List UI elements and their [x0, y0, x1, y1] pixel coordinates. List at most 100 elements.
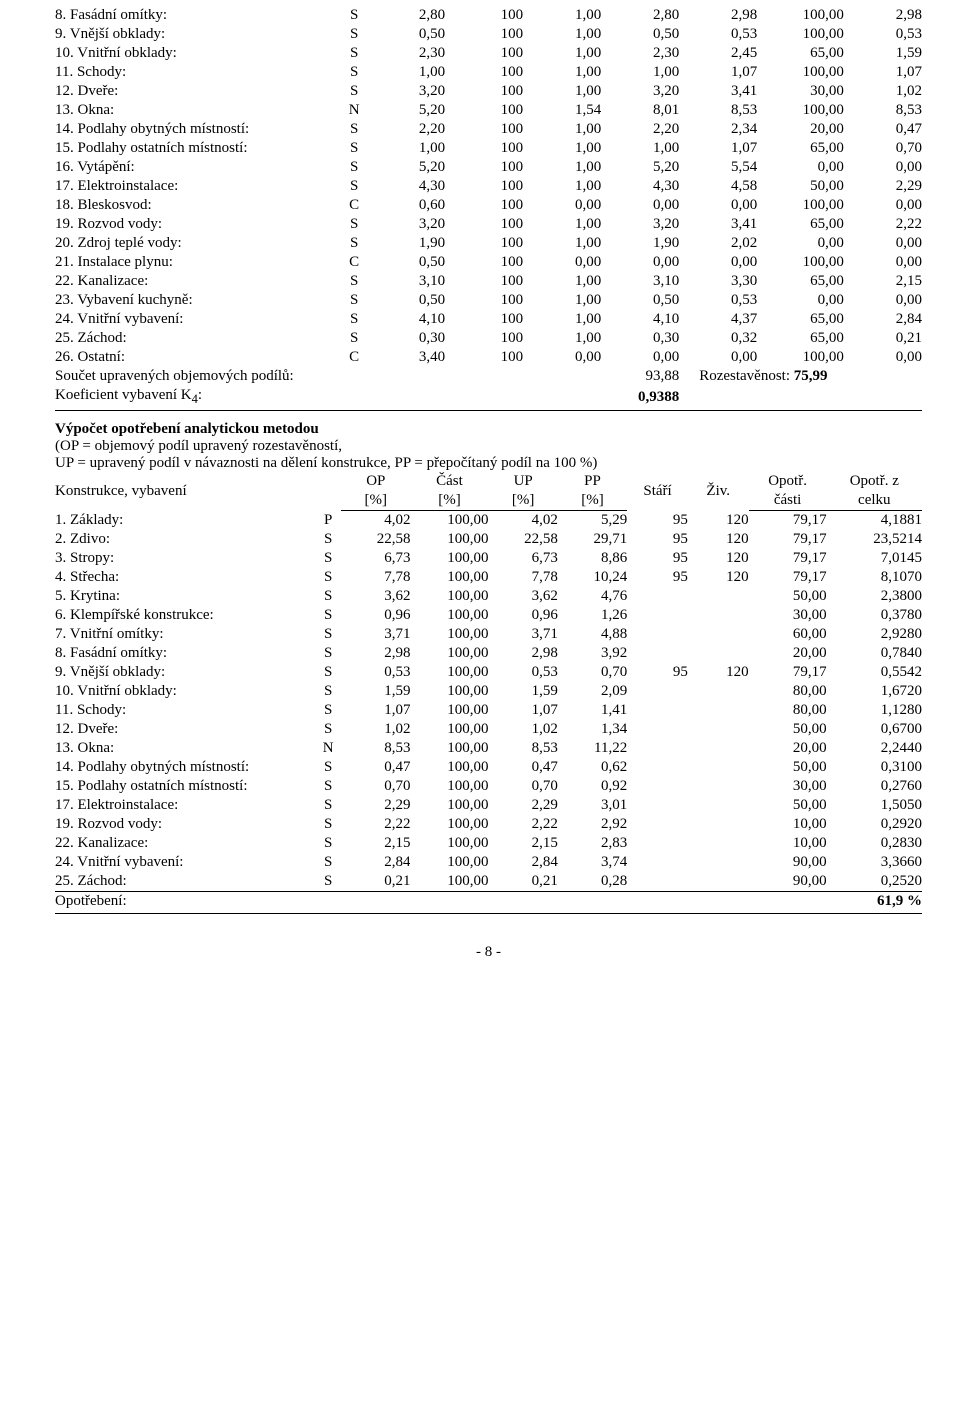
table-cell: 100,00: [757, 25, 844, 44]
table-cell: [627, 853, 688, 872]
table-row: 24. Vnitřní vybavení:S2,84100,002,843,74…: [55, 853, 922, 872]
table-cell: 9. Vnější obklady:: [55, 25, 341, 44]
table-cell: 24. Vnitřní vybavení:: [55, 310, 341, 329]
table-cell: 0,5542: [827, 663, 922, 682]
table-cell: [688, 720, 749, 739]
table-row: 12. Dveře:S1,02100,001,021,3450,000,6700: [55, 720, 922, 739]
table-cell: 0,00: [679, 348, 757, 367]
table-cell: 3,41: [679, 215, 757, 234]
table-cell: 1,02: [341, 720, 410, 739]
table-cell: 2,30: [601, 44, 679, 63]
table-row: 13. Okna:N8,53100,008,5311,2220,002,2440: [55, 739, 922, 758]
table-cell: 90,00: [749, 872, 827, 892]
table-cell: 3,74: [558, 853, 627, 872]
table-row: 8. Fasádní omítky:S2,801001,002,802,9810…: [55, 6, 922, 25]
table-row: 20. Zdroj teplé vody:S1,901001,001,902,0…: [55, 234, 922, 253]
table-cell: 1,34: [558, 720, 627, 739]
table-cell: S: [315, 815, 341, 834]
table-cell: 1,00: [523, 329, 601, 348]
col-header: [%]: [488, 491, 557, 511]
table-cell: S: [341, 158, 367, 177]
col-header: Konstrukce, vybavení: [55, 472, 315, 511]
col-header: [%]: [410, 491, 488, 511]
opotrebeni-label: Opotřebení:: [55, 892, 827, 912]
table-cell: 0,2760: [827, 777, 922, 796]
table-cell: 1,07: [844, 63, 922, 82]
table-cell: 0,70: [341, 777, 410, 796]
table-row: 3. Stropy:S6,73100,006,738,869512079,177…: [55, 549, 922, 568]
table-cell: 2,29: [341, 796, 410, 815]
table-cell: 1,00: [523, 272, 601, 291]
table-cell: 30,00: [749, 606, 827, 625]
table-cell: 6,73: [488, 549, 557, 568]
table-row: 2. Zdivo:S22,58100,0022,5829,719512079,1…: [55, 530, 922, 549]
table-cell: 2,20: [601, 120, 679, 139]
table-cell: 100,00: [410, 777, 488, 796]
table-cell: 60,00: [749, 625, 827, 644]
table-cell: 2,20: [367, 120, 445, 139]
table-cell: 0,3100: [827, 758, 922, 777]
table-cell: 0,70: [488, 777, 557, 796]
table-cell: 1,00: [523, 25, 601, 44]
table-cell: 100: [445, 63, 523, 82]
table-cell: 8,53: [488, 739, 557, 758]
table-cell: 17. Elektroinstalace:: [55, 177, 341, 196]
table-cell: 3,62: [488, 587, 557, 606]
table-cell: 1,00: [367, 139, 445, 158]
table-row: Koeficient vybavení K4: 0,9388: [55, 386, 922, 408]
table-cell: 100: [445, 177, 523, 196]
table-cell: 7. Vnitřní omítky:: [55, 625, 315, 644]
table-cell: 8. Fasádní omítky:: [55, 6, 341, 25]
coef-value: 0,9388: [601, 386, 679, 408]
table-cell: 5,20: [367, 158, 445, 177]
table-cell: [627, 777, 688, 796]
table-cell: 2,22: [341, 815, 410, 834]
table-cell: S: [315, 834, 341, 853]
table-cell: S: [341, 25, 367, 44]
table-cell: 100: [445, 6, 523, 25]
table-cell: [688, 872, 749, 892]
table-row: 6. Klempířské konstrukce:S0,96100,000,96…: [55, 606, 922, 625]
col-header: PP: [558, 472, 627, 491]
table-cell: 120: [688, 568, 749, 587]
table-cell: 100: [445, 348, 523, 367]
table-cell: 100,00: [410, 853, 488, 872]
table-cell: 0,47: [844, 120, 922, 139]
table-cell: 4,30: [367, 177, 445, 196]
table-cell: 2,34: [679, 120, 757, 139]
table-row: 19. Rozvod vody:S3,201001,003,203,4165,0…: [55, 215, 922, 234]
table-cell: [688, 777, 749, 796]
table-cell: 5,20: [367, 101, 445, 120]
table-cell: 4,10: [367, 310, 445, 329]
table-cell: 95: [627, 568, 688, 587]
table-cell: 1,02: [488, 720, 557, 739]
table-cell: S: [315, 872, 341, 892]
table-cell: 18. Bleskosvod:: [55, 196, 341, 215]
table-cell: 95: [627, 511, 688, 531]
col-header: Část: [410, 472, 488, 491]
table-cell: 1,59: [488, 682, 557, 701]
table-cell: [688, 606, 749, 625]
table-cell: 4,1881: [827, 511, 922, 531]
table-cell: [688, 625, 749, 644]
table-row: 15. Podlahy ostatních místností:S0,70100…: [55, 777, 922, 796]
table-cell: 1,00: [523, 215, 601, 234]
table-cell: 100,00: [410, 815, 488, 834]
table-cell: 1,41: [558, 701, 627, 720]
table-cell: 7,78: [488, 568, 557, 587]
table-cell: [688, 587, 749, 606]
table-cell: 13. Okna:: [55, 101, 341, 120]
table-cell: 79,17: [749, 663, 827, 682]
table-row: 25. Záchod:S0,301001,000,300,3265,000,21: [55, 329, 922, 348]
table-cell: 0,6700: [827, 720, 922, 739]
table-cell: 2,80: [601, 6, 679, 25]
table-cell: 100: [445, 101, 523, 120]
table-cell: 100: [445, 120, 523, 139]
col-header: UP: [488, 472, 557, 491]
table-row: 18. Bleskosvod:C0,601000,000,000,00100,0…: [55, 196, 922, 215]
table-cell: 14. Podlahy obytných místností:: [55, 758, 315, 777]
table-cell: 1,1280: [827, 701, 922, 720]
table-cell: 22,58: [488, 530, 557, 549]
table-cell: 1,59: [844, 44, 922, 63]
table-cell: 19. Rozvod vody:: [55, 215, 341, 234]
